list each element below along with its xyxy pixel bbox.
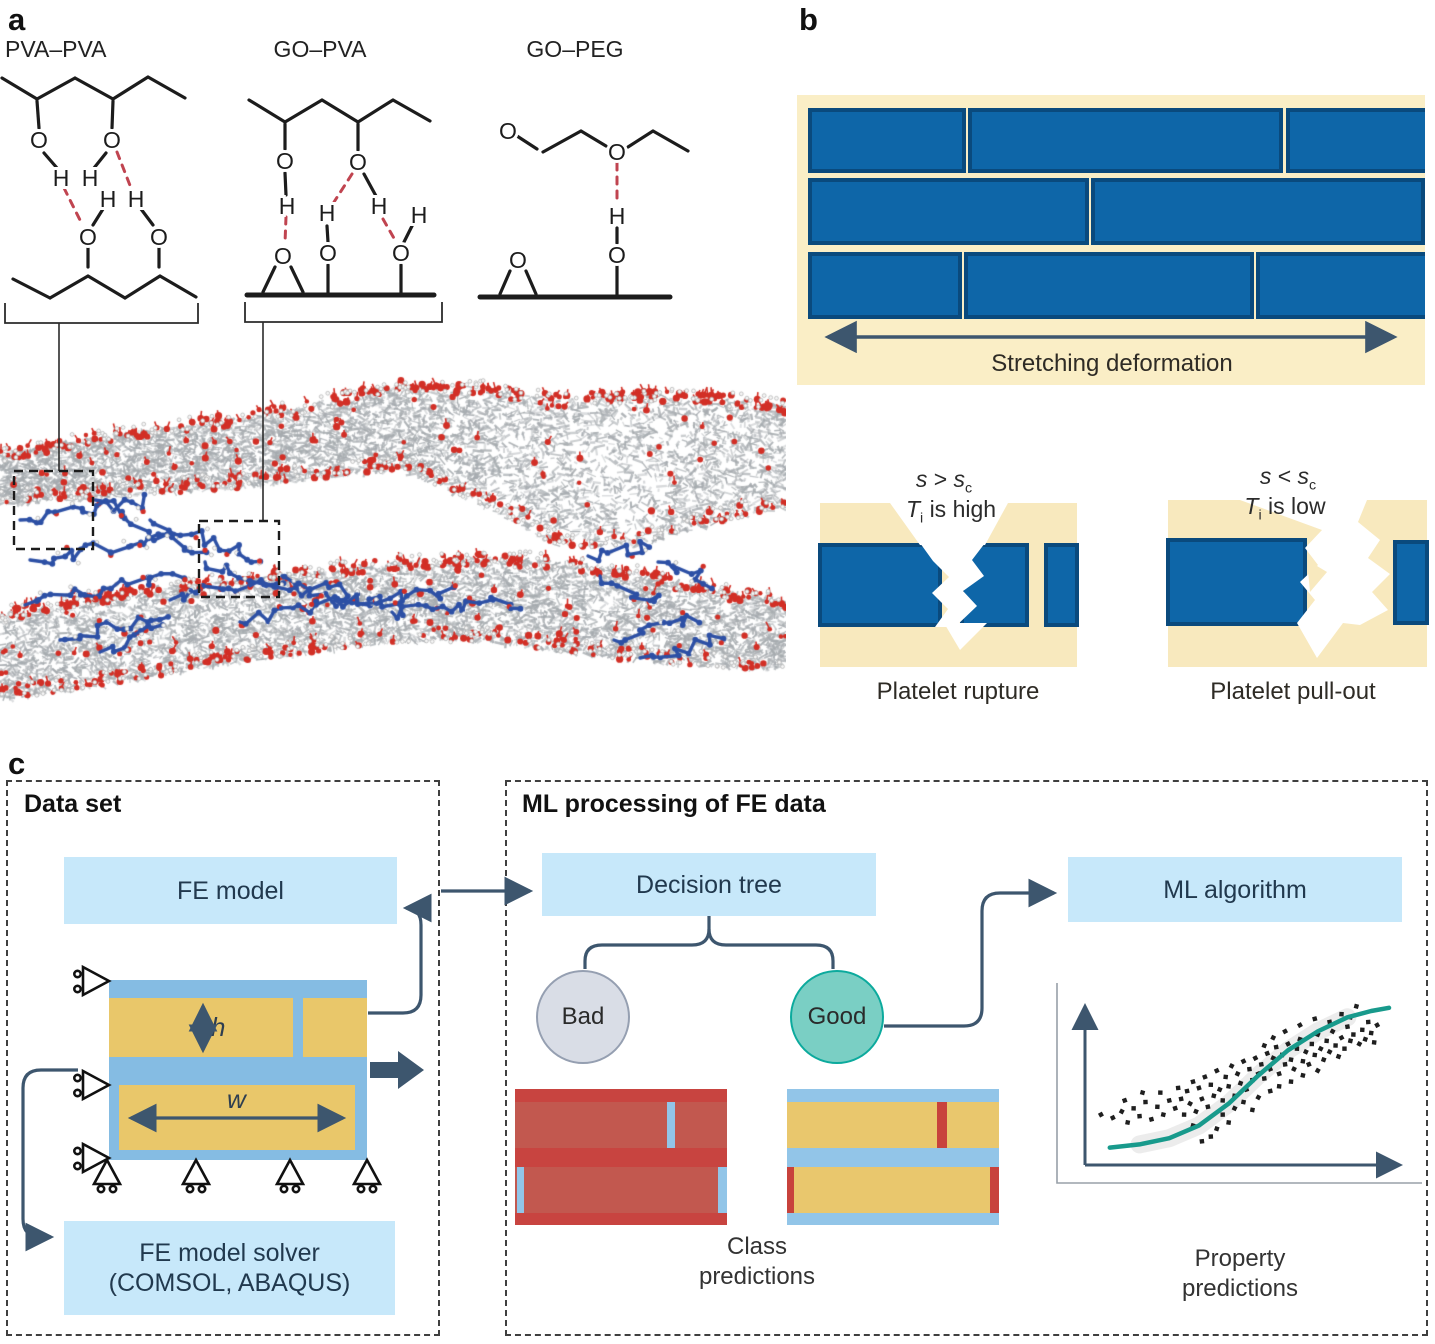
platelet-brick	[968, 108, 1283, 173]
sliver	[937, 1102, 947, 1148]
stripe	[515, 1102, 727, 1148]
schematic-brick	[303, 998, 367, 1057]
label-go-peg: GO–PEG	[526, 36, 624, 62]
label-pva-pva: PVA–PVA	[5, 36, 107, 62]
stripe	[787, 1102, 999, 1148]
stripe	[787, 1167, 999, 1213]
crack-funnel	[890, 503, 1008, 545]
fe-solver-box: FE model solver (COMSOL, ABAQUS)	[64, 1221, 395, 1315]
good-class-prediction-image	[787, 1089, 999, 1225]
crack-bottom	[944, 623, 987, 650]
pullout-temp: Ti is low	[1244, 493, 1326, 524]
property-prediction-plot	[1056, 983, 1422, 1184]
pullout-caption: Platelet pull-out	[1210, 678, 1376, 705]
panel-c-letter: c	[8, 746, 26, 781]
stripe	[515, 1167, 727, 1213]
bad-class-circle: Bad	[536, 970, 630, 1064]
decision-tree-label: Decision tree	[636, 870, 782, 899]
brick-and-mortar-wall	[797, 95, 1425, 385]
decision-tree-box: Decision tree	[542, 853, 876, 916]
sliver	[517, 1167, 524, 1213]
sliver	[667, 1102, 675, 1148]
fe-model-box: FE model	[64, 857, 397, 924]
platelet-brick	[1256, 252, 1425, 319]
class-predictions-caption: Class predictions	[699, 1232, 815, 1292]
rupture-caption: Platelet rupture	[876, 678, 1040, 705]
property-predictions-caption: Property predictions	[1182, 1244, 1298, 1304]
h-dimension-label: h	[211, 1012, 226, 1042]
platelet	[1166, 538, 1307, 626]
dataset-heading: Data set	[24, 790, 122, 818]
class-caption-line2: predictions	[698, 1263, 816, 1290]
class-caption-line1: Class	[726, 1233, 787, 1260]
fe-model-label: FE model	[177, 876, 284, 905]
fe-schematic	[109, 980, 367, 1160]
confidence-band	[1130, 1008, 1357, 1154]
panel-a-letter: a	[8, 2, 26, 37]
stretching-deformation-label: Stretching deformation	[991, 350, 1233, 377]
matrix-fleck	[1307, 560, 1327, 592]
failure-mode-diagrams	[818, 500, 1429, 667]
rupture-temp: Ti is high	[905, 496, 997, 527]
stripe	[515, 1089, 727, 1102]
sliver	[718, 1167, 727, 1213]
platelet-brick	[1286, 108, 1425, 173]
stripe	[515, 1148, 727, 1167]
platelet-brick	[1091, 178, 1425, 245]
platelet-pullout-diagram	[1166, 500, 1429, 667]
ml-group-box	[505, 780, 1428, 1336]
plot-frame	[1056, 983, 1422, 1184]
rupture-condition: s > sc	[915, 466, 973, 497]
fe-solver-line2: (COMSOL, ABAQUS)	[108, 1269, 351, 1297]
fe-solver-line1: FE model solver	[139, 1239, 320, 1267]
pullout-condition: s < sc	[1259, 463, 1317, 494]
panel-b-letter: b	[799, 2, 818, 37]
dataset-group-box	[6, 780, 440, 1336]
sliver	[787, 1167, 794, 1213]
sliver	[990, 1167, 999, 1213]
property-caption-line2: predictions	[1181, 1275, 1299, 1302]
platelet	[818, 543, 942, 627]
schematic-brick	[109, 998, 293, 1057]
stripe	[787, 1089, 999, 1102]
stripe	[515, 1213, 727, 1225]
property-caption-line1: Property	[1194, 1245, 1286, 1272]
ml-algorithm-box: ML algorithm	[1068, 857, 1402, 922]
label-go-pva: GO–PVA	[273, 36, 367, 62]
platelet-rupture-diagram	[818, 503, 1079, 667]
bad-label: Bad	[561, 1003, 605, 1030]
platelet-brick	[964, 252, 1254, 319]
trend-curve	[1107, 1005, 1392, 1150]
platelet-brick	[808, 178, 1089, 245]
ml-algorithm-label: ML algorithm	[1163, 875, 1307, 904]
md-simulation-snapshot	[0, 328, 786, 740]
stripe	[787, 1148, 999, 1167]
good-class-circle: Good	[790, 970, 884, 1064]
ml-heading: ML processing of FE data	[522, 790, 826, 818]
platelet-brick	[808, 252, 962, 319]
bad-class-prediction-image	[515, 1089, 727, 1225]
good-label: Good	[807, 1003, 867, 1030]
platelet	[1044, 543, 1079, 627]
stripe	[787, 1213, 999, 1225]
crack-through-platelet	[920, 543, 985, 627]
w-dimension-label: w	[227, 1084, 246, 1114]
platelet	[1393, 540, 1429, 625]
platelet-brick	[808, 108, 966, 173]
